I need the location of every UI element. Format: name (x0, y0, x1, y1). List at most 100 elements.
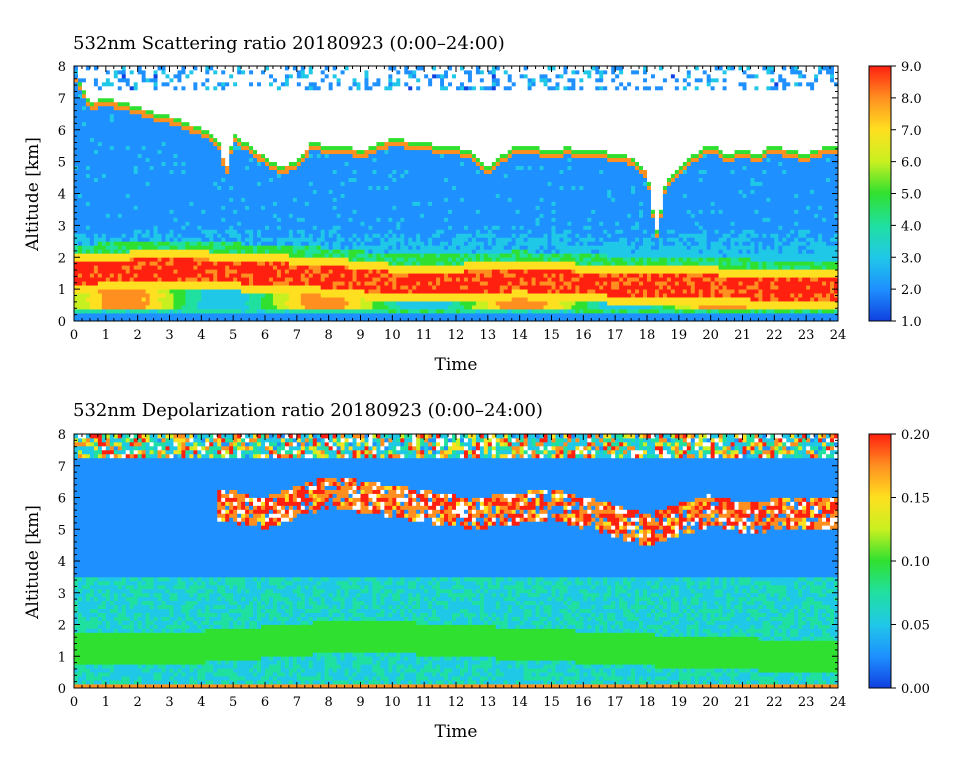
heatmap-cell (289, 154, 293, 158)
heatmap-cell (177, 249, 181, 253)
heatmap-cell (217, 94, 221, 98)
heatmap-cell (293, 98, 297, 102)
heatmap-cell (154, 201, 158, 205)
heatmap-cell (209, 190, 213, 194)
heatmap-cell (166, 257, 170, 261)
heatmap-cell (142, 126, 146, 130)
heatmap-cell (102, 74, 106, 78)
heatmap-cell (130, 118, 134, 122)
heatmap-cell (229, 249, 233, 253)
heatmap-cell (86, 126, 90, 130)
heatmap-cell (134, 134, 138, 138)
heatmap-cell (205, 217, 209, 221)
heatmap-cell (181, 138, 185, 142)
heatmap-cell (269, 190, 273, 194)
heatmap-cell (213, 213, 217, 217)
heatmap-cell (118, 114, 122, 118)
heatmap-cell (325, 106, 329, 110)
heatmap-cell (90, 309, 94, 313)
heatmap-cell (110, 305, 114, 309)
heatmap-cell (269, 245, 273, 249)
heatmap-cell (301, 82, 305, 86)
heatmap-cell (102, 186, 106, 190)
heatmap-cell (337, 146, 341, 150)
heatmap-cell (317, 297, 321, 301)
heatmap-cell (233, 86, 237, 90)
heatmap-cell (269, 197, 273, 201)
heatmap-cell (337, 130, 341, 134)
heatmap-cell (380, 142, 384, 146)
heatmap-cell (197, 142, 201, 146)
heatmap-cell (78, 122, 82, 126)
heatmap-cell (82, 313, 86, 317)
heatmap-cell (122, 174, 126, 178)
heatmap-cell (98, 82, 102, 86)
heatmap-cell (146, 142, 150, 146)
heatmap-cell (134, 174, 138, 178)
heatmap-cell (361, 257, 365, 261)
heatmap-cell (221, 261, 225, 265)
heatmap-cell (162, 134, 166, 138)
heatmap-cell (281, 178, 285, 182)
heatmap-cell (209, 158, 213, 162)
heatmap-cell (205, 249, 209, 253)
heatmap-cell (297, 150, 301, 154)
heatmap-cell (74, 201, 78, 205)
heatmap-cell (361, 249, 365, 253)
heatmap-cell (193, 297, 197, 301)
heatmap-cell (158, 134, 162, 138)
heatmap-cell (213, 86, 217, 90)
heatmap-cell (102, 194, 106, 198)
heatmap-cell (261, 78, 265, 82)
heatmap-cell (177, 130, 181, 134)
heatmap-cell (245, 134, 249, 138)
heatmap-cell (297, 70, 301, 74)
heatmap-cell (233, 233, 237, 237)
heatmap-cell (130, 158, 134, 162)
heatmap-cell (189, 221, 193, 225)
heatmap-cell (78, 186, 82, 190)
heatmap-cell (173, 154, 177, 158)
heatmap-cell (237, 130, 241, 134)
heatmap-cell (166, 305, 170, 309)
heatmap-cell (138, 186, 142, 190)
heatmap-cell (345, 201, 349, 205)
heatmap-cell (225, 90, 229, 94)
heatmap-cell (245, 217, 249, 221)
heatmap-cell (333, 197, 337, 201)
heatmap-cell (313, 201, 317, 205)
heatmap-cell (253, 142, 257, 146)
heatmap-cell (249, 102, 253, 106)
heatmap-cell (162, 186, 166, 190)
heatmap-cell (221, 221, 225, 225)
heatmap-cell (241, 82, 245, 86)
heatmap-cell (305, 70, 309, 74)
heatmap-cell (122, 78, 126, 82)
scattering-ratio-panel: 532nm Scattering ratio 20180923 (0:00–24… (23, 33, 922, 375)
heatmap-cell (158, 269, 162, 273)
heatmap-cell (245, 110, 249, 114)
heatmap-cell (337, 257, 341, 261)
heatmap-cell (233, 126, 237, 130)
heatmap-cell (177, 98, 181, 102)
heatmap-cell (364, 142, 368, 146)
heatmap-cell (90, 221, 94, 225)
heatmap-cell (329, 241, 333, 245)
heatmap-cell (201, 293, 205, 297)
heatmap-cell (162, 70, 166, 74)
heatmap-cell (349, 313, 353, 317)
heatmap-cell (245, 178, 249, 182)
heatmap-cell (193, 114, 197, 118)
heatmap-cell (213, 74, 217, 78)
heatmap-cell (86, 285, 90, 289)
heatmap-cell (249, 273, 253, 277)
heatmap-cell (317, 166, 321, 170)
heatmap-cell (245, 257, 249, 261)
heatmap-cell (372, 233, 376, 237)
heatmap-cell (309, 277, 313, 281)
heatmap-cell (110, 166, 114, 170)
heatmap-cell (357, 134, 361, 138)
heatmap-cell (281, 289, 285, 293)
heatmap-cell (225, 110, 229, 114)
heatmap-cell (372, 178, 376, 182)
